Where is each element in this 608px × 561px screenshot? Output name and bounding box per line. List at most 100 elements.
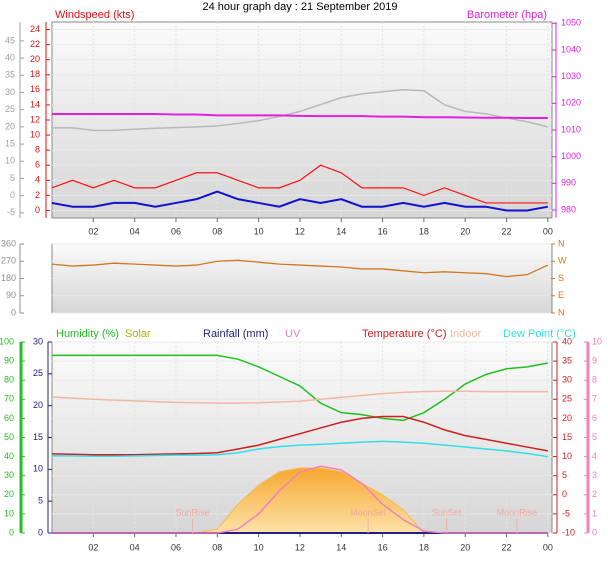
y2-tick-label: 40 [562, 336, 572, 346]
y3-tick-label: 10 [5, 156, 15, 166]
y-tick-label: 70 [4, 394, 14, 404]
y4-tick-label: 4 [592, 451, 597, 461]
y2-tick-label: -10 [562, 527, 575, 537]
x-tick-label: 14 [336, 542, 346, 552]
y-tick-label: 100 [0, 336, 14, 346]
y-tick-label: 0 [11, 307, 16, 317]
y2-tick-label: E [558, 290, 564, 300]
y2-tick-label: 30 [562, 375, 572, 385]
x-tick-label: 04 [130, 226, 140, 236]
x-tick-label: 12 [295, 226, 305, 236]
x-tick-label: 20 [460, 542, 470, 552]
y-tick-label: 80 [4, 375, 14, 385]
y3-tick-label: 45 [5, 35, 15, 45]
x-tick-label: 16 [378, 542, 388, 552]
legend-entry: Dew Point (°C) [503, 328, 576, 340]
y2-tick-label: 1050 [561, 18, 581, 28]
x-tick-label: 00 [543, 542, 553, 552]
series-line [51, 190, 549, 212]
y3-tick-label: 10 [33, 464, 43, 474]
x-tick-label: 14 [336, 226, 346, 236]
y-tick-label: 90 [6, 290, 16, 300]
y-tick-label: 0 [9, 527, 14, 537]
y-tick-label: 90 [4, 355, 14, 365]
y3-tick-label: 30 [33, 336, 43, 346]
y2-tick-label: 1000 [561, 151, 581, 161]
legend-entry: Temperature (°C) [362, 328, 446, 340]
series-line [51, 259, 549, 278]
y2-tick-label: 1040 [561, 44, 581, 54]
x-tick-label: 18 [419, 542, 429, 552]
y3-tick-label: 20 [33, 400, 43, 410]
series-line [51, 164, 548, 204]
y-tick-label: 12 [30, 114, 40, 124]
y4-tick-label: 3 [592, 470, 597, 480]
y2-tick-label: 1020 [561, 98, 581, 108]
x-tick-label: 04 [130, 542, 140, 552]
y3-tick-label: 30 [5, 87, 15, 97]
y3-tick-label: 25 [33, 368, 43, 378]
chart-title: 24 hour graph day : 21 September 2019 [202, 1, 397, 13]
legend-entry: Rainfall (mm) [203, 328, 268, 340]
y-tick-label: 2 [35, 190, 40, 200]
annotation: SunRise [175, 507, 209, 517]
y2-tick-label: -5 [562, 508, 570, 518]
y-tick-label: 360 [1, 238, 16, 248]
y2-tick-label: 5 [562, 470, 567, 480]
y2-tick-label: S [558, 273, 564, 283]
y-tick-label: 60 [4, 413, 14, 423]
y4-tick-label: 10 [592, 336, 602, 346]
x-tick-label: 08 [212, 542, 222, 552]
x-tick-label: 20 [460, 226, 470, 236]
x-tick-label: 02 [88, 226, 98, 236]
x-tick-label: 02 [88, 542, 98, 552]
y3-tick-label: 5 [38, 496, 43, 506]
y-tick-label: 270 [1, 256, 16, 266]
y-tick-label: 50 [4, 432, 14, 442]
y4-tick-label: 9 [592, 355, 597, 365]
x-tick-label: 18 [419, 226, 429, 236]
legend-entry: Humidity (%) [56, 328, 119, 340]
y-axis-label: Windspeed (kts) [55, 9, 134, 21]
y4-tick-label: 0 [592, 527, 597, 537]
y3-tick-label: 0 [38, 527, 43, 537]
series-line [51, 415, 549, 456]
series-line [51, 390, 548, 404]
y2-tick-label: 10 [562, 451, 572, 461]
y2-tick-label: 1010 [561, 124, 581, 134]
y-tick-label: 14 [30, 99, 40, 109]
y3-tick-label: 20 [5, 121, 15, 131]
y-tick-label: 180 [1, 273, 16, 283]
y2-tick-label: 25 [562, 394, 572, 404]
y2-tick-label: N [558, 307, 565, 317]
x-tick-label: 12 [295, 542, 305, 552]
y2-tick-label: 35 [562, 355, 572, 365]
y2-tick-label: 15 [562, 432, 572, 442]
y2-tick-label: N [558, 238, 565, 248]
y-tick-label: 4 [35, 175, 40, 185]
y-tick-label: 18 [30, 69, 40, 79]
y3-tick-label: 35 [5, 70, 15, 80]
y2-axis-label: Barometer (hpa) [467, 9, 547, 21]
y4-tick-label: 1 [592, 508, 597, 518]
y-tick-label: 24 [30, 24, 40, 34]
x-tick-label: 06 [171, 226, 181, 236]
annotation: MoonSet [350, 507, 387, 517]
y-tick-label: 16 [30, 84, 40, 94]
y-tick-label: 10 [30, 129, 40, 139]
y-tick-label: 8 [35, 145, 40, 155]
y4-tick-label: 8 [592, 375, 597, 385]
x-tick-label: 10 [254, 542, 264, 552]
y3-tick-label: 15 [5, 138, 15, 148]
x-tick-label: 10 [254, 226, 264, 236]
y2-tick-label: 980 [561, 204, 576, 214]
y-tick-label: 6 [35, 160, 40, 170]
y-tick-label: 40 [4, 451, 14, 461]
y-tick-label: 0 [35, 205, 40, 215]
y-tick-label: 30 [4, 470, 14, 480]
y2-tick-label: 1030 [561, 71, 581, 81]
x-tick-label: 16 [378, 226, 388, 236]
y2-tick-label: 20 [562, 413, 572, 423]
